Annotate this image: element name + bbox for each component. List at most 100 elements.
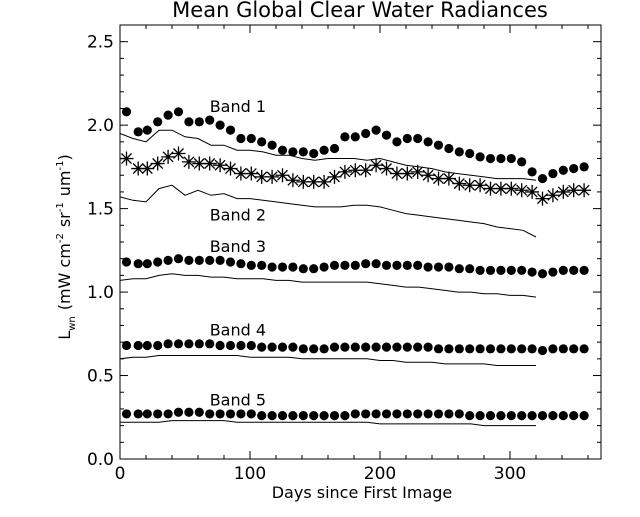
- band-3-point: [153, 257, 163, 267]
- band-4-point: [184, 339, 194, 349]
- band-5-point: [496, 411, 506, 421]
- band-1-point: [569, 163, 579, 174]
- band-1-point: [329, 143, 340, 154]
- x-tick-label: 300: [494, 464, 526, 484]
- band-1-point: [579, 162, 589, 172]
- band-2-star-point: [421, 168, 436, 183]
- band-2-star-point: [306, 174, 321, 189]
- band-1-point: [537, 173, 548, 184]
- band-1-point: [527, 167, 537, 177]
- band-5-point: [205, 409, 215, 419]
- band-5-point: [579, 411, 589, 421]
- x-axis-title: Days since First Image: [272, 483, 453, 502]
- band-3-point: [496, 265, 506, 275]
- band-4-point: [298, 344, 308, 354]
- band-4-point: [475, 344, 485, 354]
- band-5-point: [340, 411, 350, 421]
- band-4-point: [361, 342, 371, 352]
- band-5-point: [215, 409, 225, 419]
- band-2-star-point: [504, 181, 519, 196]
- band-1-label: Band 1: [210, 97, 266, 116]
- band-2-star-point: [525, 184, 540, 199]
- band-4-point: [381, 342, 392, 352]
- band-2-star-point: [514, 183, 529, 198]
- band-1-point: [215, 120, 225, 130]
- band-4-point: [517, 344, 527, 354]
- band-5-label: Band 5: [210, 391, 266, 410]
- band-1-point: [340, 132, 350, 142]
- band-4-point: [350, 342, 360, 352]
- band-2-star-point: [150, 156, 165, 171]
- band-4-point: [454, 344, 464, 354]
- x-axis: 0 100 200 300: [115, 25, 589, 484]
- band-5-point: [548, 411, 558, 421]
- band-3-point: [454, 264, 464, 274]
- band-1-point: [133, 127, 143, 137]
- band-4-point: [537, 345, 548, 356]
- band-3-point: [558, 265, 568, 275]
- band-2-star-point: [233, 166, 248, 181]
- band-4-point: [402, 342, 412, 352]
- band-1-point: [371, 125, 381, 135]
- band-3-point: [548, 267, 558, 277]
- band-2-star-point: [337, 164, 352, 179]
- band-5-point: [558, 411, 568, 421]
- band-5-point: [517, 411, 527, 421]
- y-axis-title: Lwn(mW cm-2sr-1um-1): [55, 154, 78, 339]
- band-4-point: [506, 344, 516, 354]
- band-3-point: [329, 260, 340, 270]
- band-1-point: [298, 147, 308, 157]
- band-2-star-point: [379, 161, 394, 176]
- band-4-point: [215, 340, 225, 351]
- band-1-point: [558, 165, 568, 175]
- band-2-star-point: [358, 163, 373, 178]
- band-1-point: [319, 145, 329, 155]
- band-3-point: [194, 255, 204, 265]
- band-5-point: [392, 409, 402, 419]
- band-3-point: [371, 259, 381, 269]
- band-5-point: [225, 409, 236, 419]
- band-2-star-point: [213, 158, 228, 173]
- band-5-point: [133, 409, 143, 419]
- band-5-point: [277, 411, 288, 421]
- band-1-point: [506, 153, 516, 164]
- band-4-point: [569, 344, 579, 354]
- band-2-star-point: [348, 163, 363, 178]
- y-tick-label: 0.5: [87, 367, 114, 387]
- band-3-point: [298, 264, 308, 274]
- band-2-star-point: [400, 166, 415, 181]
- band-2-star-point: [327, 169, 342, 184]
- band-4-point: [309, 344, 319, 354]
- band-2-star-point: [431, 171, 446, 186]
- y-axis-title-close: ): [55, 154, 74, 160]
- band-2-star-point: [254, 169, 269, 184]
- band-1-point: [194, 117, 204, 127]
- band-4-point: [423, 342, 433, 352]
- band-1-point: [236, 133, 246, 144]
- y-tick-label: 1.0: [87, 283, 114, 303]
- band-3-point: [205, 255, 215, 265]
- band-1-point: [246, 133, 256, 144]
- band-5-point: [444, 409, 454, 419]
- band-3-point: [267, 262, 277, 272]
- band-2-star-point: [244, 166, 259, 181]
- y-axis-title-open: (mW cm: [55, 243, 74, 310]
- band-4-point: [548, 344, 558, 354]
- band-1-point: [454, 147, 464, 157]
- band-3-point: [163, 255, 173, 265]
- band-2-star-point: [473, 178, 488, 193]
- band-5-point: [246, 409, 256, 419]
- band-5-point: [236, 409, 246, 419]
- band-2-label: Band 2: [210, 205, 266, 224]
- band-4-point: [496, 344, 506, 354]
- band-4-label: Band 4: [210, 320, 266, 339]
- band-3-point: [392, 260, 402, 270]
- band-5-point: [267, 411, 277, 421]
- band-4-point: [205, 339, 215, 349]
- series-line-band-4: [119, 355, 536, 366]
- band-3-point: [361, 259, 371, 269]
- band-5-point: [257, 411, 267, 421]
- band-3-point: [184, 255, 194, 265]
